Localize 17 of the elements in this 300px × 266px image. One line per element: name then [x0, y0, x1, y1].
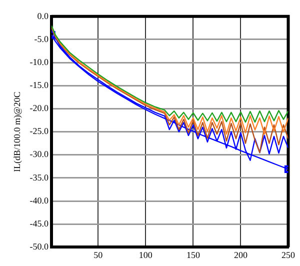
x-tick-label: 200 — [234, 250, 248, 260]
y-tick-label: 0.0 — [37, 10, 50, 21]
y-tick-label: -50.0 — [30, 242, 50, 252]
x-tick-label: 150 — [186, 250, 200, 260]
y-axis-title: IL(dB/100.0 m)@20C — [12, 92, 22, 172]
y-tick-label: -25.0 — [30, 126, 50, 136]
y-tick-label: -30.0 — [30, 149, 50, 160]
y-tick-label: -10.0 — [30, 56, 50, 67]
x-tick-label: 250 — [282, 250, 296, 260]
y-tick-label: -5.0 — [34, 34, 50, 44]
y-tick-label: -20.0 — [30, 103, 50, 114]
x-tick-label: 50 — [94, 250, 104, 260]
x-tick-label: 100 — [138, 250, 153, 260]
y-tick-label: -40.0 — [30, 195, 50, 206]
y-tick-label: -35.0 — [30, 172, 50, 182]
y-tick-label: -15.0 — [30, 80, 50, 90]
y-tick-label: -45.0 — [30, 218, 50, 228]
